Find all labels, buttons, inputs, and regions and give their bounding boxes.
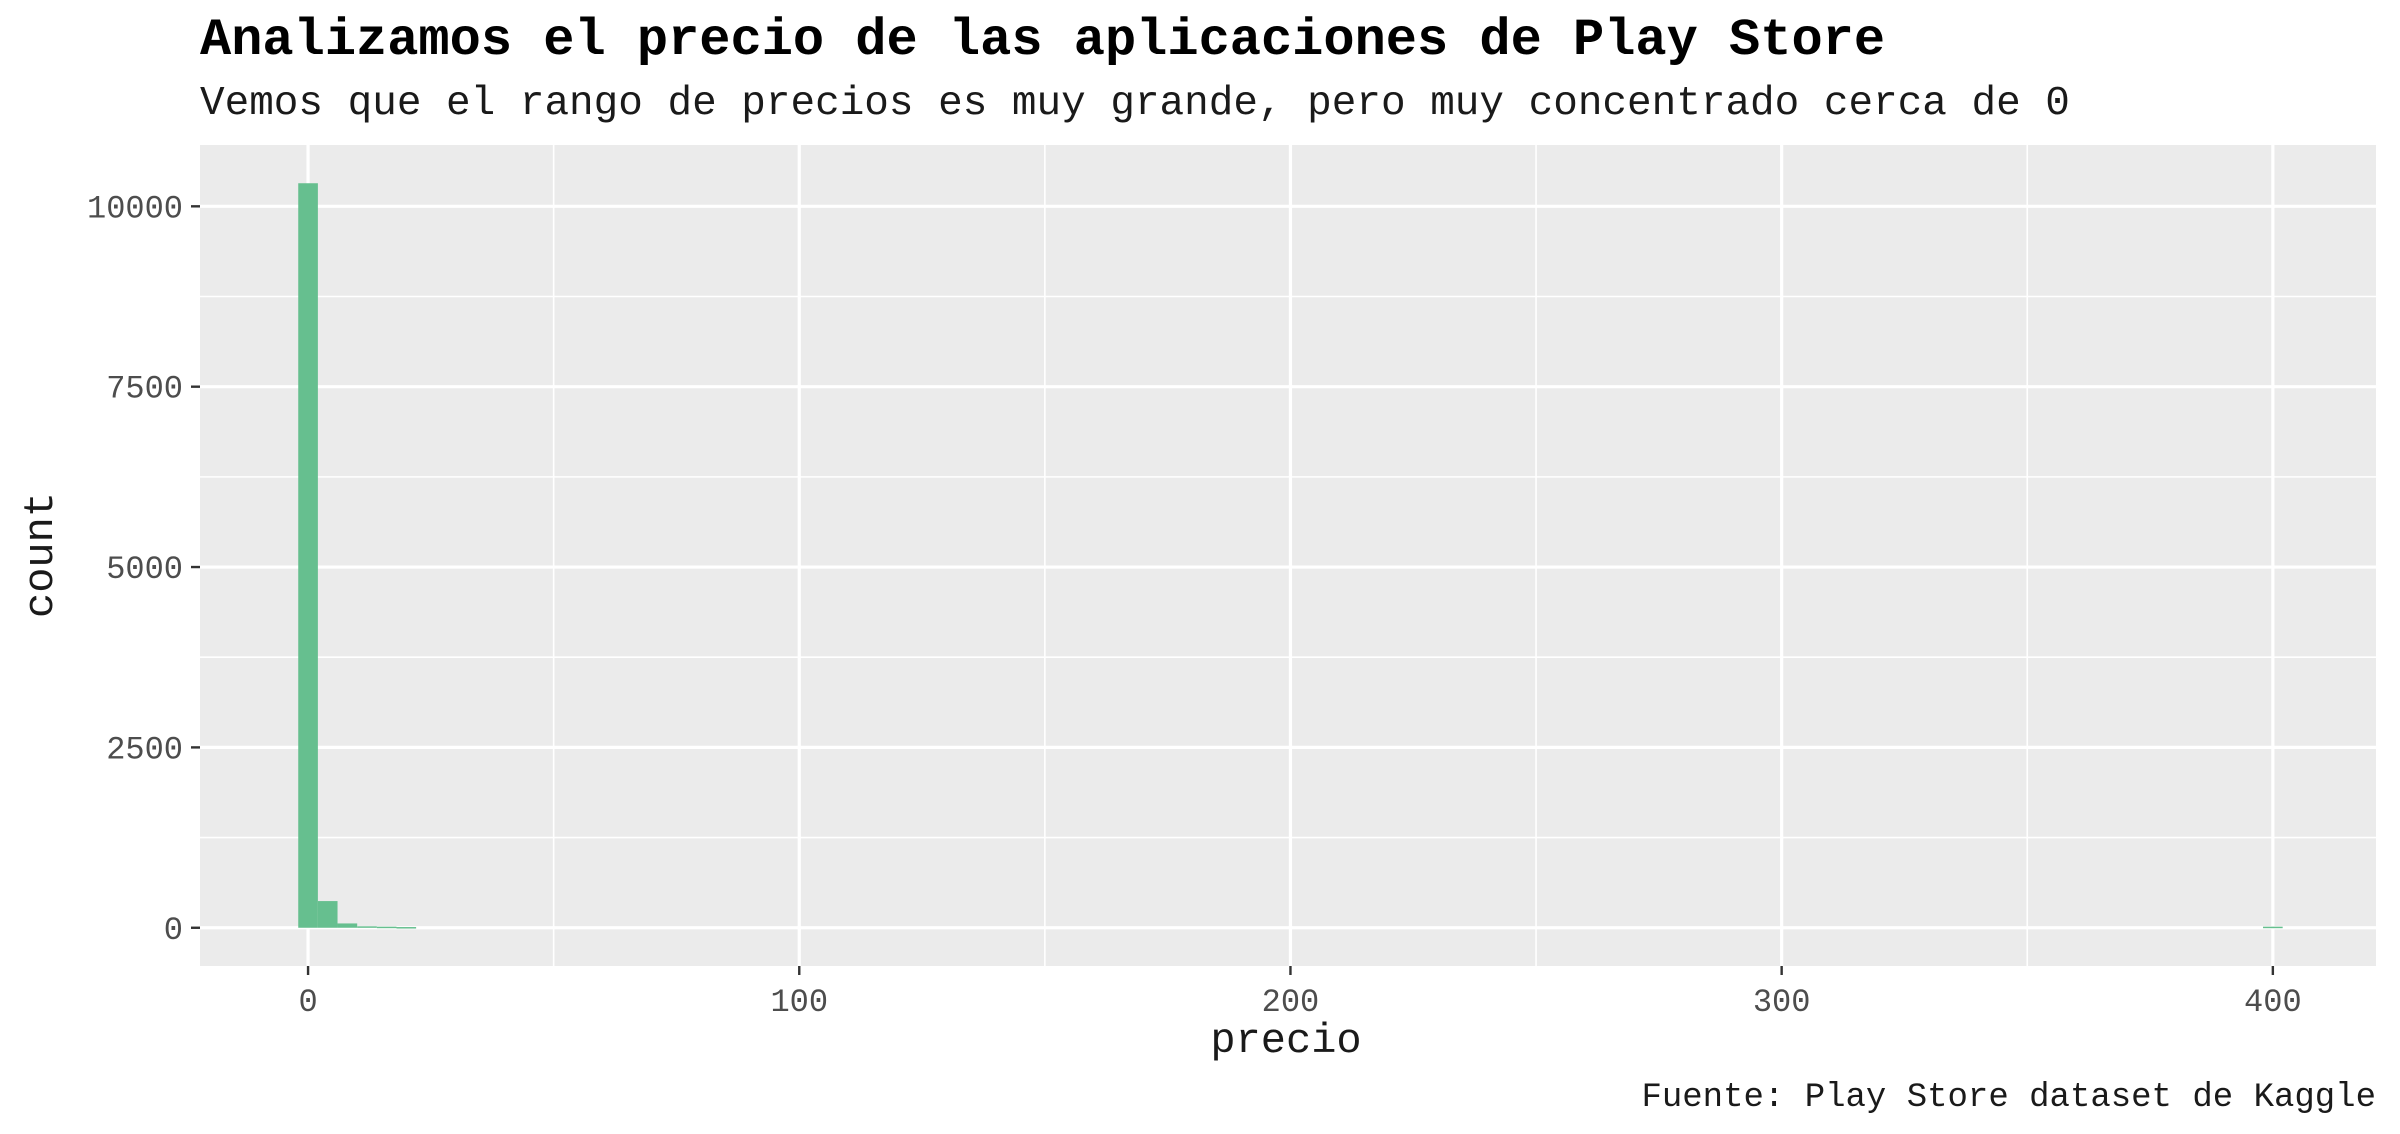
x-axis: 0 100 200 300 400 bbox=[298, 966, 2302, 1021]
histogram-bar bbox=[337, 923, 358, 928]
major-gridlines bbox=[200, 145, 2376, 966]
histogram-bar bbox=[396, 927, 417, 929]
x-tick-label: 100 bbox=[770, 984, 828, 1021]
y-tick-label: 2500 bbox=[106, 731, 183, 768]
y-tick-label: 10000 bbox=[87, 190, 183, 227]
y-tick-label: 0 bbox=[164, 912, 183, 949]
histogram-bars bbox=[298, 183, 2283, 929]
minor-gridlines bbox=[200, 145, 2376, 966]
plot-panel bbox=[200, 145, 2376, 966]
y-axis: 0 2500 5000 7500 10000 bbox=[87, 190, 200, 949]
chart-subtitle: Vemos que el rango de precios es muy gra… bbox=[200, 81, 2070, 127]
x-tick-label: 200 bbox=[1262, 984, 1320, 1021]
x-axis-title: precio bbox=[1210, 1017, 1361, 1065]
y-tick-label: 5000 bbox=[106, 551, 183, 588]
histogram-bar bbox=[317, 901, 338, 928]
chart-caption: Fuente: Play Store dataset de Kaggle bbox=[1641, 1079, 2376, 1117]
x-tick-label: 400 bbox=[2244, 984, 2302, 1021]
chart-title: Analizamos el precio de las aplicaciones… bbox=[200, 11, 1885, 70]
histogram-bar bbox=[298, 183, 318, 928]
x-tick-label: 0 bbox=[298, 984, 317, 1021]
histogram-bar bbox=[2263, 926, 2283, 929]
histogram-bar bbox=[357, 926, 377, 928]
histogram-bar bbox=[376, 926, 397, 929]
x-tick-label: 300 bbox=[1753, 984, 1811, 1021]
y-tick-label: 7500 bbox=[106, 371, 183, 408]
y-axis-title: count bbox=[17, 492, 65, 618]
